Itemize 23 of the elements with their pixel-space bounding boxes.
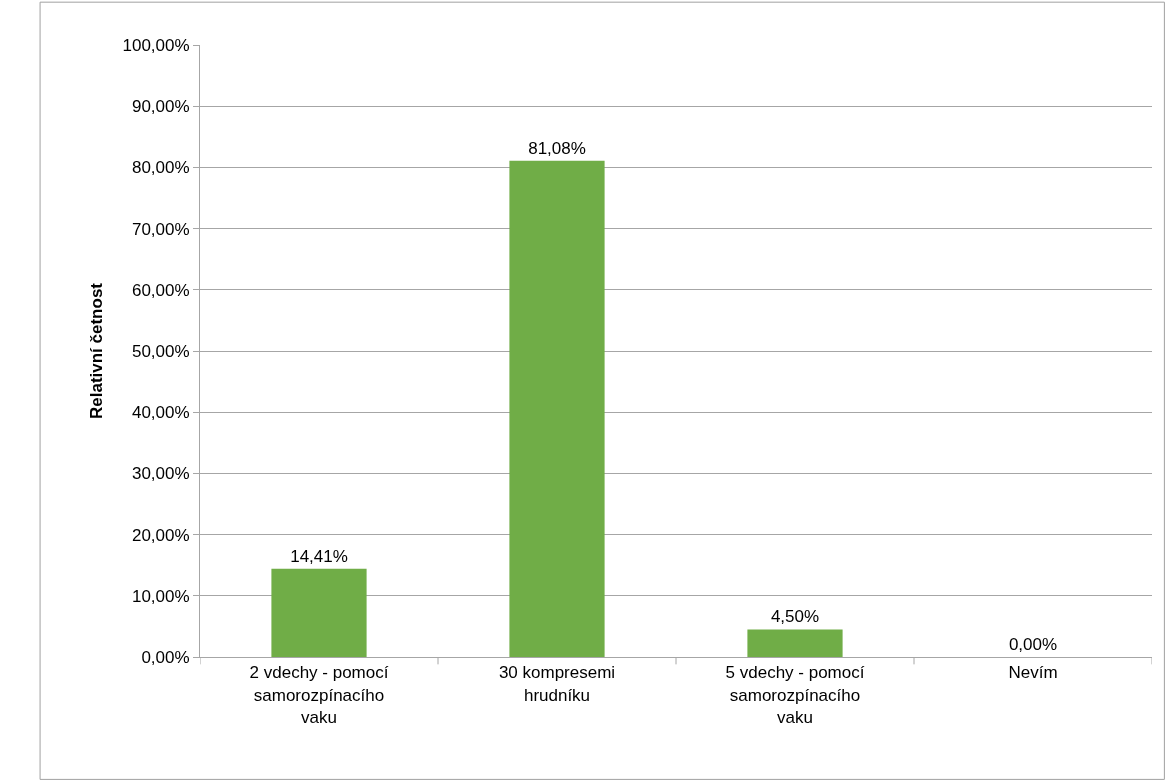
y-tick-label: 30,00% (131, 464, 190, 484)
y-tick-label: 80,00% (131, 158, 190, 178)
data-label: 4,50% (770, 607, 820, 627)
y-tick-label: 70,00% (131, 219, 190, 239)
x-tick-label: Nevím (1008, 663, 1058, 683)
y-tick-label: 100,00% (122, 35, 190, 55)
bar (271, 568, 367, 657)
data-label: 0,00% (1008, 635, 1058, 654)
bar (747, 629, 843, 657)
bar (509, 160, 605, 657)
data-label: 81,08% (528, 138, 586, 158)
y-axis-title: Relativní četnost (87, 282, 107, 420)
y-tick-label: 50,00% (131, 341, 190, 361)
data-label: 14,41% (290, 546, 348, 566)
x-tick-label: 2 vdechy - pomocí samorozpínacího vaku (249, 663, 389, 727)
x-tick-label: 30 kompresemi hrudníku (498, 663, 616, 705)
y-tick-label: 10,00% (131, 586, 190, 606)
x-tick-label: 5 vdechy - pomocí samorozpínacího vaku (725, 663, 865, 727)
y-tick-label: 60,00% (131, 280, 190, 300)
y-tick-label: 20,00% (131, 525, 190, 545)
y-tick-label: 0,00% (141, 647, 190, 667)
y-tick-label: 40,00% (131, 403, 190, 423)
y-tick-label: 90,00% (131, 97, 190, 117)
